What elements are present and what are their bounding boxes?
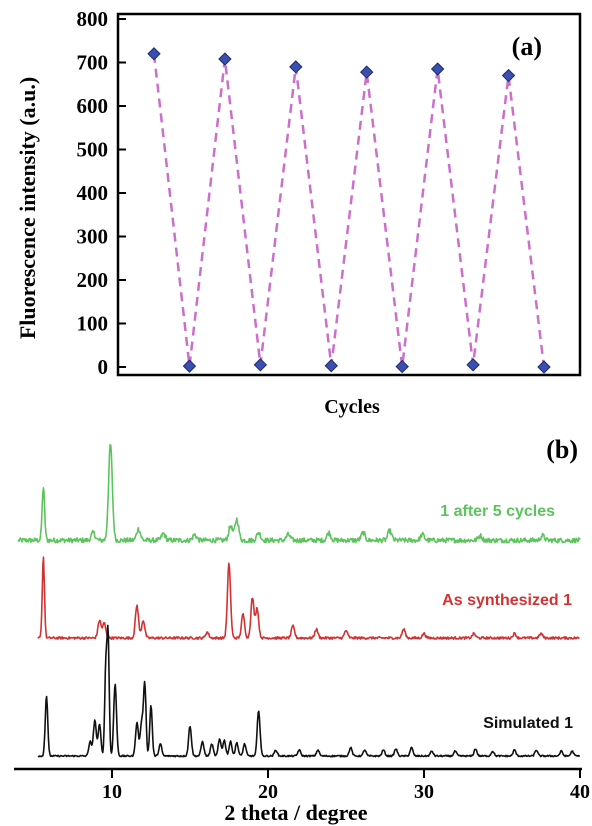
data-point — [182, 359, 197, 373]
panel-b-chart: (b) 1 after 5 cycles As synthesized 1 Simu… — [14, 435, 590, 825]
data-point — [466, 358, 480, 372]
series-label: 1 after 5 cycles — [440, 503, 555, 520]
y-tick-label: 200 — [77, 268, 109, 292]
series-line — [152, 53, 546, 368]
y-tick-label: 400 — [77, 181, 109, 205]
panel-a-label: (a) — [512, 32, 542, 61]
panel-b-x-axis-title: 2 theta / degree — [224, 800, 367, 825]
data-point — [501, 68, 516, 83]
panel-a-x-axis-title: Cycles — [324, 396, 380, 418]
y-tick-label: 700 — [77, 51, 109, 75]
series-line — [37, 556, 580, 641]
y-tick-label: 0 — [98, 355, 109, 379]
y-tick-label: 100 — [77, 312, 109, 336]
panel-b-series: 1 after 5 cycles As synthesized 1 Simulate… — [17, 443, 581, 758]
data-point — [218, 52, 232, 66]
data-point — [324, 358, 338, 373]
series-line — [37, 624, 581, 758]
data-point — [147, 47, 161, 61]
y-tick-label: 800 — [77, 7, 109, 31]
y-tick-label: 300 — [77, 225, 109, 249]
data-point — [430, 62, 445, 76]
data-point — [360, 65, 374, 79]
x-tick-label: 20 — [258, 781, 278, 803]
x-tick-label: 30 — [414, 781, 434, 803]
panel-b-x-axis: 10 20 30 40 — [102, 769, 590, 803]
data-point — [289, 60, 303, 74]
y-tick-label: 600 — [77, 94, 109, 118]
data-point — [253, 358, 268, 372]
y-tick-label: 500 — [77, 138, 109, 162]
panel-b-label: (b) — [546, 435, 578, 464]
panel-a-y-axis: 0 100 200 300 400 500 600 700 800 — [77, 7, 126, 379]
panel-a-y-axis-title: Fluorescence intensity (a.u.) — [15, 77, 40, 339]
series-line — [17, 443, 581, 544]
x-tick-label: 10 — [102, 781, 122, 803]
x-tick-label: 40 — [570, 781, 590, 803]
data-point — [537, 360, 551, 374]
series-label: Simulated 1 — [483, 715, 573, 732]
panel-a-plot-frame — [116, 12, 582, 377]
panel-a-series — [147, 47, 551, 374]
series-label: As synthesized 1 — [442, 592, 572, 609]
data-point — [395, 359, 409, 374]
panel-a-chart: 0 100 200 300 400 500 600 700 800 (a) Cycles Flu… — [15, 7, 582, 418]
